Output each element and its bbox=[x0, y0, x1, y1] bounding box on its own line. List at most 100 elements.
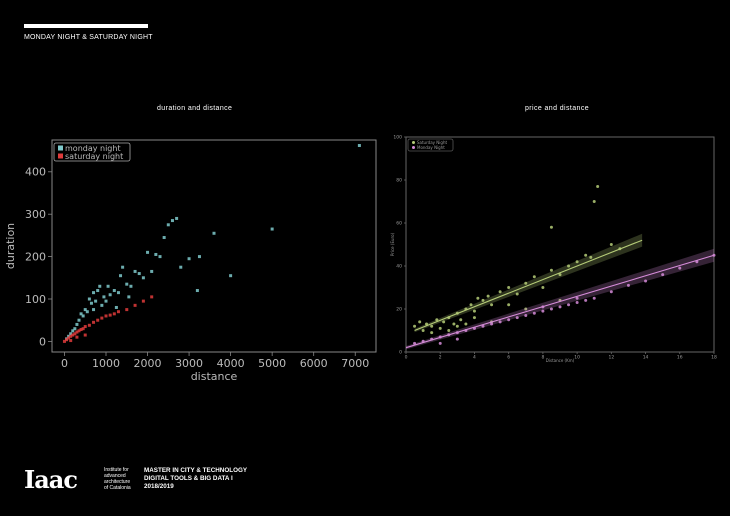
saturday-night-point bbox=[524, 281, 528, 285]
plot-frame bbox=[51, 139, 377, 353]
legend-box bbox=[53, 142, 131, 162]
saturday-night-point bbox=[79, 328, 83, 332]
monday-night-point bbox=[179, 265, 183, 269]
saturday-night-point bbox=[447, 329, 451, 332]
monday-night-point bbox=[154, 252, 158, 256]
monday-night-point bbox=[141, 276, 145, 280]
y-tick-label: 80 bbox=[396, 178, 402, 184]
saturday-night-point bbox=[447, 316, 451, 320]
monday-night-point bbox=[567, 303, 571, 307]
saturday-night-point bbox=[125, 308, 129, 312]
saturday-night-point bbox=[430, 331, 434, 335]
monday-night-point bbox=[112, 289, 116, 293]
monday-night-legend-label: monday night bbox=[65, 144, 121, 153]
monday-night-point bbox=[472, 326, 476, 330]
saturday-night-point bbox=[62, 339, 66, 343]
saturday-night-regression-line bbox=[414, 239, 643, 332]
saturday-night-point bbox=[469, 303, 473, 307]
iaac-logo: Iaac bbox=[24, 466, 78, 494]
saturday-night-point bbox=[141, 299, 145, 303]
saturday-night-point bbox=[507, 303, 511, 307]
saturday-night-point bbox=[69, 334, 73, 338]
monday-night-point bbox=[67, 334, 71, 338]
monday-night-point bbox=[146, 250, 150, 254]
monday-night-point bbox=[592, 296, 596, 300]
saturday-night-point bbox=[486, 294, 490, 298]
monday-night-point bbox=[558, 305, 562, 309]
saturday-night-point bbox=[464, 322, 468, 326]
monday-night-point bbox=[137, 272, 141, 276]
monday-night-point bbox=[187, 257, 191, 261]
saturday-night-point bbox=[421, 329, 425, 332]
y-tick-label: 200 bbox=[25, 250, 46, 263]
monday-night-legend-label: Monday Night bbox=[417, 145, 445, 150]
saturday-night-point bbox=[584, 253, 588, 257]
x-tick-label: 4000 bbox=[217, 357, 245, 370]
monday-night-point bbox=[661, 273, 665, 277]
monday-night-point bbox=[270, 227, 274, 231]
saturday-night-point bbox=[69, 339, 73, 343]
monday-night-point bbox=[584, 298, 588, 302]
monday-night-point bbox=[116, 291, 120, 295]
monday-night-point bbox=[92, 291, 96, 295]
monday-night-point bbox=[507, 318, 511, 322]
monday-night-point bbox=[455, 331, 459, 335]
monday-night-point bbox=[447, 333, 451, 337]
saturday-night-point bbox=[73, 332, 77, 336]
x-tick-label: 18 bbox=[711, 355, 717, 361]
monday-night-point bbox=[541, 305, 545, 309]
saturday-night-point bbox=[100, 316, 104, 320]
monday-night-point bbox=[81, 314, 85, 318]
x-tick-label: 4 bbox=[473, 355, 476, 361]
saturday-night-point bbox=[472, 316, 476, 320]
institute-line: Institute for bbox=[104, 467, 129, 473]
monday-night-point bbox=[69, 332, 73, 336]
saturday-night-point bbox=[476, 296, 480, 300]
saturday-night-point bbox=[150, 295, 154, 299]
monday-night-point bbox=[162, 236, 166, 240]
monday-night-point bbox=[464, 329, 468, 332]
saturday-night-point bbox=[96, 318, 100, 322]
monday-night-point bbox=[357, 144, 361, 148]
monday-night-point bbox=[644, 279, 648, 283]
monday-night-point bbox=[94, 299, 98, 303]
x-tick-label: 5000 bbox=[258, 357, 286, 370]
monday-night-point bbox=[712, 253, 716, 257]
monday-night-legend-marker bbox=[58, 145, 63, 151]
saturday-night-point bbox=[81, 327, 85, 331]
monday-night-point bbox=[96, 289, 100, 293]
saturday-night-point bbox=[567, 264, 571, 268]
saturday-night-point bbox=[459, 318, 463, 322]
monday-night-point bbox=[695, 260, 699, 264]
saturday-night-point bbox=[507, 286, 511, 289]
saturday-night-point bbox=[133, 303, 137, 307]
monday-night-point bbox=[413, 341, 417, 345]
monday-night-point bbox=[166, 223, 170, 227]
saturday-night-point bbox=[75, 330, 79, 334]
saturday-night-legend-marker bbox=[58, 153, 63, 159]
monday-night-point bbox=[75, 322, 79, 326]
saturday-night-point bbox=[71, 333, 75, 337]
saturday-night-point bbox=[532, 275, 536, 279]
program-line: MASTER IN CITY & TECHNOLOGY bbox=[144, 467, 248, 474]
x-axis-label: distance bbox=[191, 370, 238, 383]
monday-night-point bbox=[430, 337, 434, 341]
saturday-night-point bbox=[596, 184, 600, 188]
institute-line: architecture bbox=[104, 479, 131, 485]
monday-night-point bbox=[158, 255, 162, 259]
duration-distance-chart-title: duration and distance bbox=[157, 105, 233, 112]
y-tick-label: 40 bbox=[396, 264, 402, 270]
monday-night-point bbox=[549, 307, 553, 311]
monday-night-point bbox=[121, 265, 125, 269]
monday-night-point bbox=[212, 231, 216, 235]
saturday-night-point bbox=[464, 307, 468, 311]
plot-frame bbox=[405, 136, 715, 353]
x-tick-label: 10 bbox=[574, 355, 580, 361]
saturday-night-point bbox=[104, 314, 108, 318]
y-tick-label: 0 bbox=[39, 335, 46, 348]
saturday-night-point bbox=[592, 200, 596, 203]
monday-night-point bbox=[71, 329, 75, 333]
monday-night-point bbox=[175, 216, 179, 220]
saturday-night-point bbox=[87, 323, 91, 327]
